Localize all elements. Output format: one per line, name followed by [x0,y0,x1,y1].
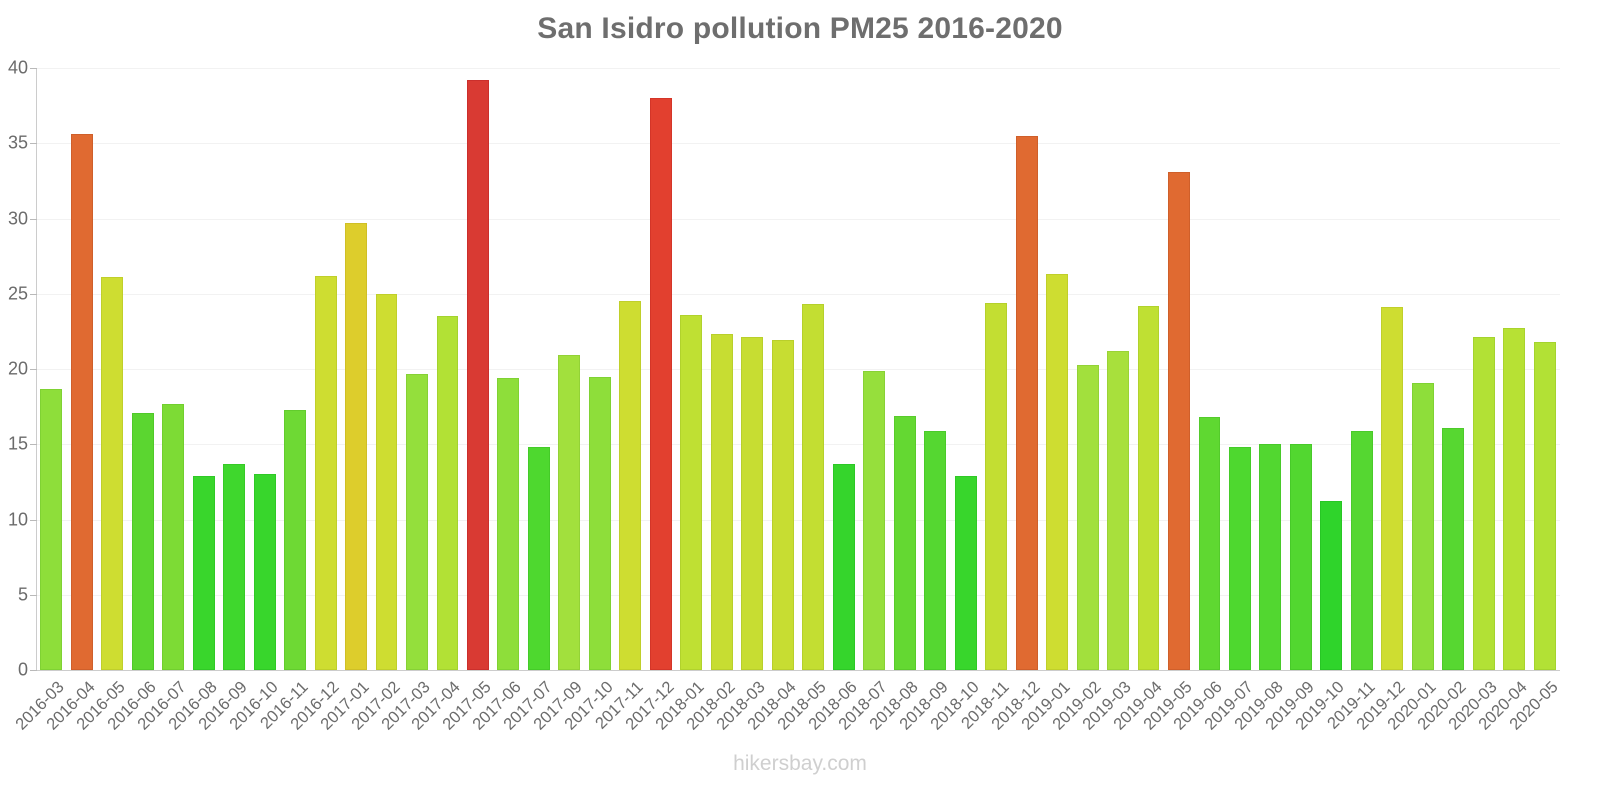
bar[interactable] [924,430,947,670]
bar[interactable] [649,98,672,670]
bar[interactable] [162,403,185,670]
bar[interactable] [710,334,733,670]
bar[interactable] [1472,337,1495,670]
bar[interactable] [1533,341,1556,670]
bar[interactable] [1289,444,1312,670]
bar[interactable] [588,376,611,670]
gridline [36,670,1560,671]
y-axis-tick-label: 40 [7,57,28,78]
bar[interactable] [284,409,307,670]
y-axis-tick-label: 30 [7,208,28,228]
bar[interactable] [1107,350,1129,670]
bar[interactable] [680,314,703,670]
y-axis-tick-label: 5 [17,584,28,605]
bar[interactable] [101,277,124,670]
bar[interactable] [253,474,276,670]
bar[interactable] [1442,427,1465,670]
bar[interactable] [466,80,489,670]
y-axis-tick-label: 20 [7,358,28,379]
bar[interactable] [893,415,916,670]
y-axis-tick-mark [30,670,37,671]
bar[interactable] [1320,501,1343,670]
y-axis-tick-mark [30,143,37,145]
bar[interactable] [223,463,246,670]
gridline [36,369,1560,370]
bar[interactable] [406,373,428,670]
bar[interactable] [863,370,886,670]
bar[interactable] [40,388,63,670]
bars-layer [36,68,1560,670]
bar[interactable] [1503,328,1526,670]
bar[interactable] [771,340,794,670]
y-axis-tick-label: 10 [7,509,28,529]
bar[interactable] [1137,305,1160,670]
bar[interactable] [741,337,764,670]
y-axis-tick-label: 25 [7,283,28,304]
y-axis-tick-label: 35 [7,132,28,153]
bar[interactable] [70,134,93,670]
bar[interactable] [436,316,459,670]
watermark-text: hikersbay.com [733,752,867,775]
bar[interactable] [1259,444,1282,670]
bar[interactable] [619,301,642,670]
bar[interactable] [1076,364,1099,670]
bar[interactable] [1350,430,1373,670]
gridline [36,293,1560,295]
y-axis-tick-mark [30,293,37,295]
gridline [36,143,1560,145]
bar[interactable] [1198,417,1221,670]
gridline [36,594,1560,596]
chart-title: San Isidro pollution PM25 2016-2020 [537,12,1063,45]
bar[interactable] [1015,135,1038,670]
gridline [36,218,1560,220]
bar[interactable] [1046,274,1069,670]
bar[interactable] [1168,171,1190,670]
bar[interactable] [1381,307,1404,670]
gridline [36,519,1560,521]
bar[interactable] [497,378,520,670]
y-axis-tick-mark [30,369,37,370]
y-axis-tick-mark [30,519,37,521]
bar[interactable] [558,355,581,670]
bar[interactable] [314,275,337,670]
bar[interactable] [832,463,855,670]
y-axis-tick-label: 0 [17,659,28,680]
bar[interactable] [527,447,550,670]
bar[interactable] [954,475,977,670]
y-axis-tick-label: 15 [7,433,28,454]
gridline [36,68,1560,69]
y-axis-tick-mark [30,218,37,220]
gridline [36,444,1560,446]
bar[interactable] [802,304,825,670]
y-axis-tick-mark [30,68,37,69]
bar[interactable] [1228,447,1251,670]
bar[interactable] [192,475,215,670]
bar[interactable] [1411,382,1434,670]
bar[interactable] [131,412,154,670]
bar[interactable] [985,302,1008,670]
bar[interactable] [345,223,367,670]
plot-area [36,68,1560,671]
y-axis-tick-mark [30,594,37,596]
y-axis-tick-mark [30,444,37,446]
bar[interactable] [375,293,398,670]
